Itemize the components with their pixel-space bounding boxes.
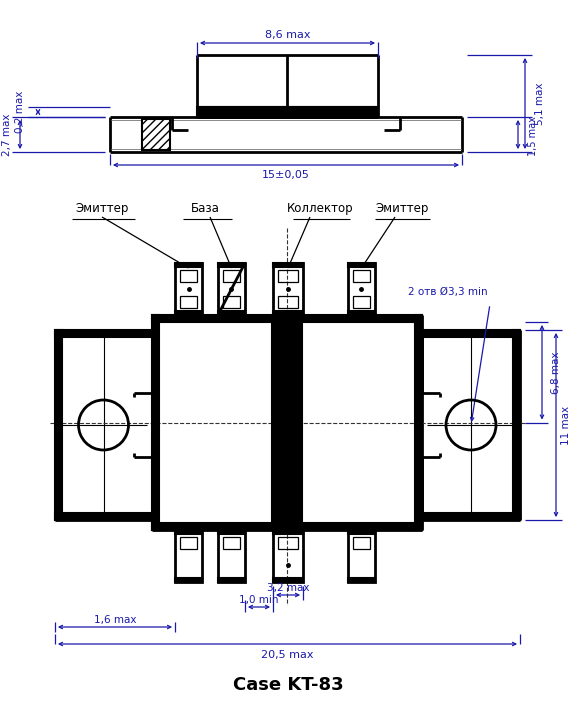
Bar (348, 311, 375, 315)
Bar (278, 296, 298, 308)
Text: 3,2 max: 3,2 max (267, 583, 309, 593)
Bar (152, 523, 422, 530)
Bar (273, 530, 303, 582)
Bar (197, 107, 378, 117)
Bar (272, 315, 302, 530)
Bar (273, 530, 303, 534)
Bar (218, 311, 245, 315)
Bar (273, 263, 303, 315)
Bar (175, 263, 202, 315)
Bar (180, 270, 197, 282)
Text: 0,2 max: 0,2 max (15, 91, 25, 133)
Text: 1,5 max: 1,5 max (528, 117, 538, 156)
Bar (348, 263, 375, 267)
Bar (513, 330, 520, 520)
Text: Эмиттер: Эмиттер (75, 202, 129, 215)
Bar (273, 263, 303, 267)
Text: База: База (190, 202, 220, 215)
Bar (175, 530, 202, 582)
Text: 15±0,05: 15±0,05 (262, 170, 310, 180)
Bar (218, 263, 245, 267)
Bar (55, 330, 152, 337)
Bar (223, 296, 240, 308)
Bar (273, 311, 303, 315)
Bar (353, 296, 370, 308)
Bar (152, 315, 159, 530)
Bar (278, 537, 298, 549)
Bar (55, 513, 152, 520)
Bar (348, 263, 375, 315)
Bar (218, 530, 245, 582)
Bar (218, 263, 245, 315)
Text: 11 max: 11 max (561, 405, 571, 444)
Bar (422, 513, 520, 520)
Text: 5,1 max: 5,1 max (535, 82, 545, 125)
Text: Case KT-83: Case KT-83 (233, 676, 343, 694)
Bar (223, 270, 240, 282)
Bar (223, 537, 240, 549)
Bar (180, 296, 197, 308)
Text: Коллектор: Коллектор (287, 202, 353, 215)
Bar (348, 530, 375, 534)
Bar (142, 119, 170, 150)
Bar (273, 578, 303, 582)
Bar (353, 537, 370, 549)
Bar (175, 578, 202, 582)
Bar (348, 530, 375, 582)
Bar (175, 311, 202, 315)
Bar (348, 578, 375, 582)
Bar (278, 270, 298, 282)
Bar (198, 107, 377, 117)
Bar (152, 315, 422, 322)
Text: 2,7 max: 2,7 max (2, 113, 12, 156)
Text: 8,6 max: 8,6 max (264, 30, 310, 40)
Text: 20,5 max: 20,5 max (261, 650, 314, 660)
Bar (175, 530, 202, 534)
Bar (353, 270, 370, 282)
Bar (55, 330, 62, 520)
Bar (175, 263, 202, 267)
Text: 6,8 max: 6,8 max (551, 351, 561, 394)
Bar (422, 330, 520, 337)
Bar (218, 578, 245, 582)
Bar (415, 315, 422, 530)
Bar (218, 530, 245, 534)
Bar (180, 537, 197, 549)
Text: Эмиттер: Эмиттер (375, 202, 429, 215)
Text: 1,6 max: 1,6 max (94, 615, 136, 625)
Text: 1,0 min: 1,0 min (239, 595, 279, 605)
Text: 2 отв Ø3,3 min: 2 отв Ø3,3 min (408, 287, 488, 297)
